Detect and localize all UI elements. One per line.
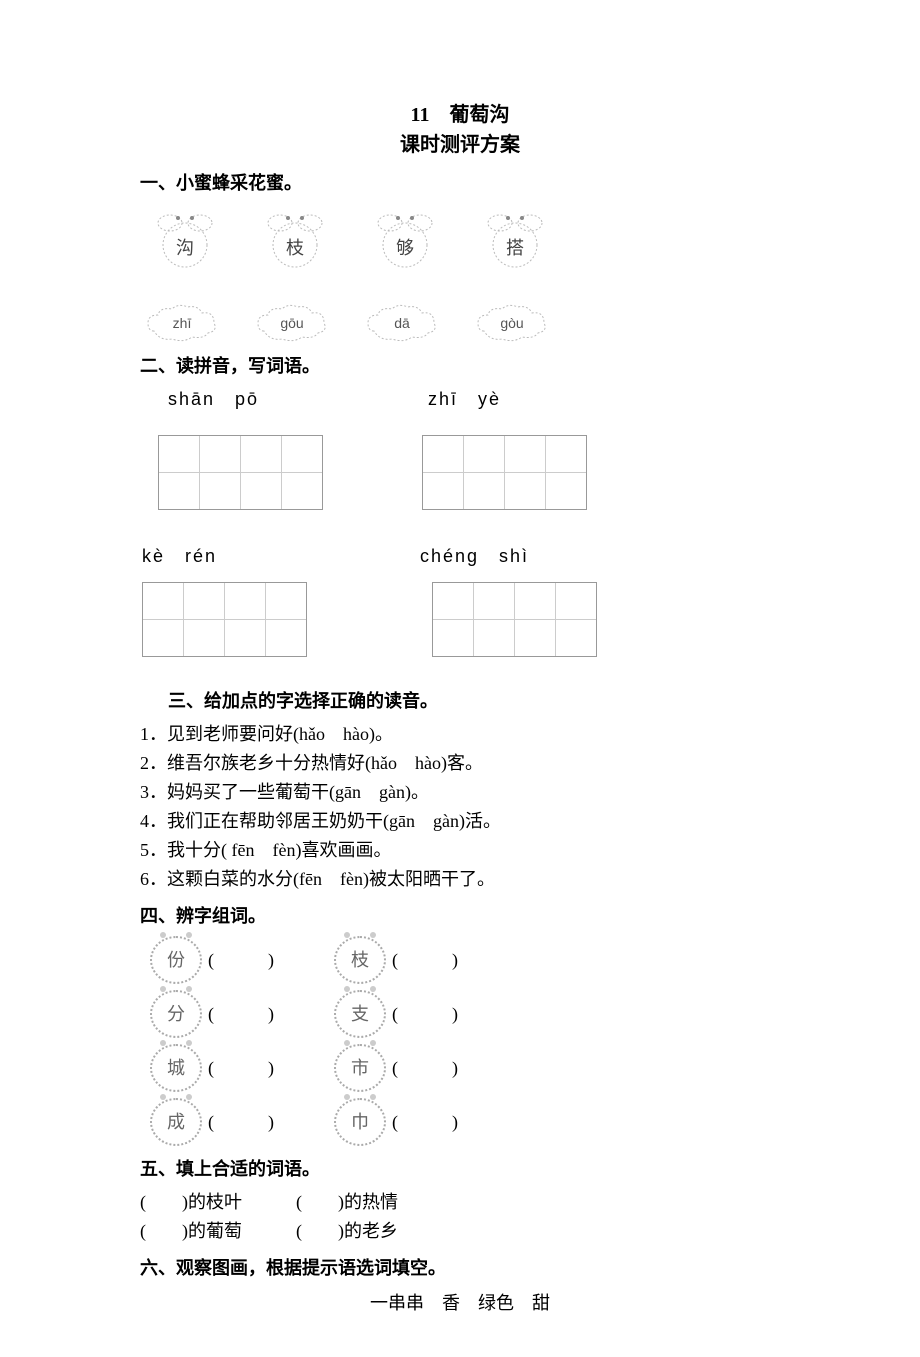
paren: ( ) [392, 1109, 458, 1136]
bs-char: 份 [150, 936, 202, 984]
bs-item: 支( ) [334, 990, 458, 1038]
bs-item: 城( ) [150, 1044, 274, 1092]
pinyin-label: chéng shì [400, 543, 660, 570]
bee-char: 枝 [260, 235, 330, 262]
bs-char: 支 [334, 990, 386, 1038]
cloud-pinyin: gòu [474, 313, 550, 334]
section-4-head: 四、辨字组词。 [140, 903, 780, 930]
bs-item: 巾( ) [334, 1098, 458, 1146]
bee-row: 沟 枝 够 搭 [150, 203, 780, 273]
tianzige-row-2 [140, 582, 780, 664]
q3-item: 5．我十分( fēn fèn)喜欢画画。 [140, 837, 780, 864]
bee-char: 够 [370, 235, 440, 262]
pinyin-label: shān pō [140, 386, 400, 413]
q3-item: 6．这颗白菜的水分(fēn fèn)被太阳晒干了。 [140, 866, 780, 893]
tianzige-grid[interactable] [432, 582, 597, 657]
cloud-pinyin: gōu [254, 313, 330, 334]
biansi-block: 份( ) 枝( ) 分( ) 支( ) 城( ) 市( ) 成( ) 巾( ) [150, 936, 780, 1146]
q3-item: 1．见到老师要问好(hǎo hào)。 [140, 721, 780, 748]
bee-item: 枝 [260, 203, 330, 273]
paren: ( ) [208, 1109, 274, 1136]
bs-item: 分( ) [150, 990, 274, 1038]
cloud-row: zhī gōu dā gòu [144, 303, 780, 343]
section-1-head: 一、小蜜蜂采花蜜。 [140, 170, 780, 197]
cloud-item: gòu [474, 303, 550, 343]
paren: ( ) [392, 947, 458, 974]
tianzige-grid[interactable] [142, 582, 307, 657]
cloud-pinyin: dā [364, 313, 440, 334]
bs-char: 成 [150, 1098, 202, 1146]
bs-char: 巾 [334, 1098, 386, 1146]
pinyin-block: kè rén [140, 543, 400, 578]
tianzige-row-1 [140, 435, 780, 517]
bs-item: 成( ) [150, 1098, 274, 1146]
bee-item: 够 [370, 203, 440, 273]
cloud-item: dā [364, 303, 440, 343]
pinyin-label: zhī yè [400, 386, 660, 413]
paren: ( ) [392, 1001, 458, 1028]
paren: ( ) [392, 1055, 458, 1082]
bee-item: 沟 [150, 203, 220, 273]
paren: ( ) [208, 1055, 274, 1082]
section-3-head: 三、给加点的字选择正确的读音。 [140, 688, 780, 715]
cloud-pinyin: zhī [144, 313, 220, 334]
hint-words: 一串串 香 绿色 甜 [140, 1290, 780, 1317]
bs-item: 份( ) [150, 936, 274, 984]
tianzige-grid[interactable] [158, 435, 323, 510]
section-6-head: 六、观察图画，根据提示语选词填空。 [140, 1255, 780, 1282]
fill-line: ( )的枝叶 ( )的热情 [140, 1189, 780, 1216]
q3-item: 3．妈妈买了一些葡萄干(gān gàn)。 [140, 779, 780, 806]
bs-item: 枝( ) [334, 936, 458, 984]
bee-char: 沟 [150, 235, 220, 262]
paren: ( ) [208, 1001, 274, 1028]
paren: ( ) [208, 947, 274, 974]
q3-item: 4．我们正在帮助邻居王奶奶干(gān gàn)活。 [140, 808, 780, 835]
bs-char: 城 [150, 1044, 202, 1092]
q3-item: 2．维吾尔族老乡十分热情好(hǎo hào)客。 [140, 750, 780, 777]
bs-char: 分 [150, 990, 202, 1038]
bs-item: 市( ) [334, 1044, 458, 1092]
bee-char: 搭 [480, 235, 550, 262]
pinyin-block: zhī yè [400, 386, 660, 421]
worksheet-page: 11 葡萄沟 课时测评方案 一、小蜜蜂采花蜜。 沟 枝 够 搭 zhī gōu [0, 0, 920, 1357]
cloud-item: zhī [144, 303, 220, 343]
pinyin-row-1: shān pō zhī yè [140, 386, 780, 421]
pinyin-row-2: kè rén chéng shì [140, 543, 780, 578]
pinyin-label: kè rén [140, 543, 400, 570]
section-2-head: 二、读拼音，写词语。 [140, 353, 780, 380]
fill-line: ( )的葡萄 ( )的老乡 [140, 1218, 780, 1245]
bs-char: 市 [334, 1044, 386, 1092]
tianzige-grid[interactable] [422, 435, 587, 510]
cloud-item: gōu [254, 303, 330, 343]
section-5-head: 五、填上合适的词语。 [140, 1156, 780, 1183]
pinyin-block: shān pō [140, 386, 400, 421]
bee-item: 搭 [480, 203, 550, 273]
page-title: 11 葡萄沟 [140, 100, 780, 130]
page-subtitle: 课时测评方案 [140, 130, 780, 160]
bs-char: 枝 [334, 936, 386, 984]
pinyin-block: chéng shì [400, 543, 660, 578]
